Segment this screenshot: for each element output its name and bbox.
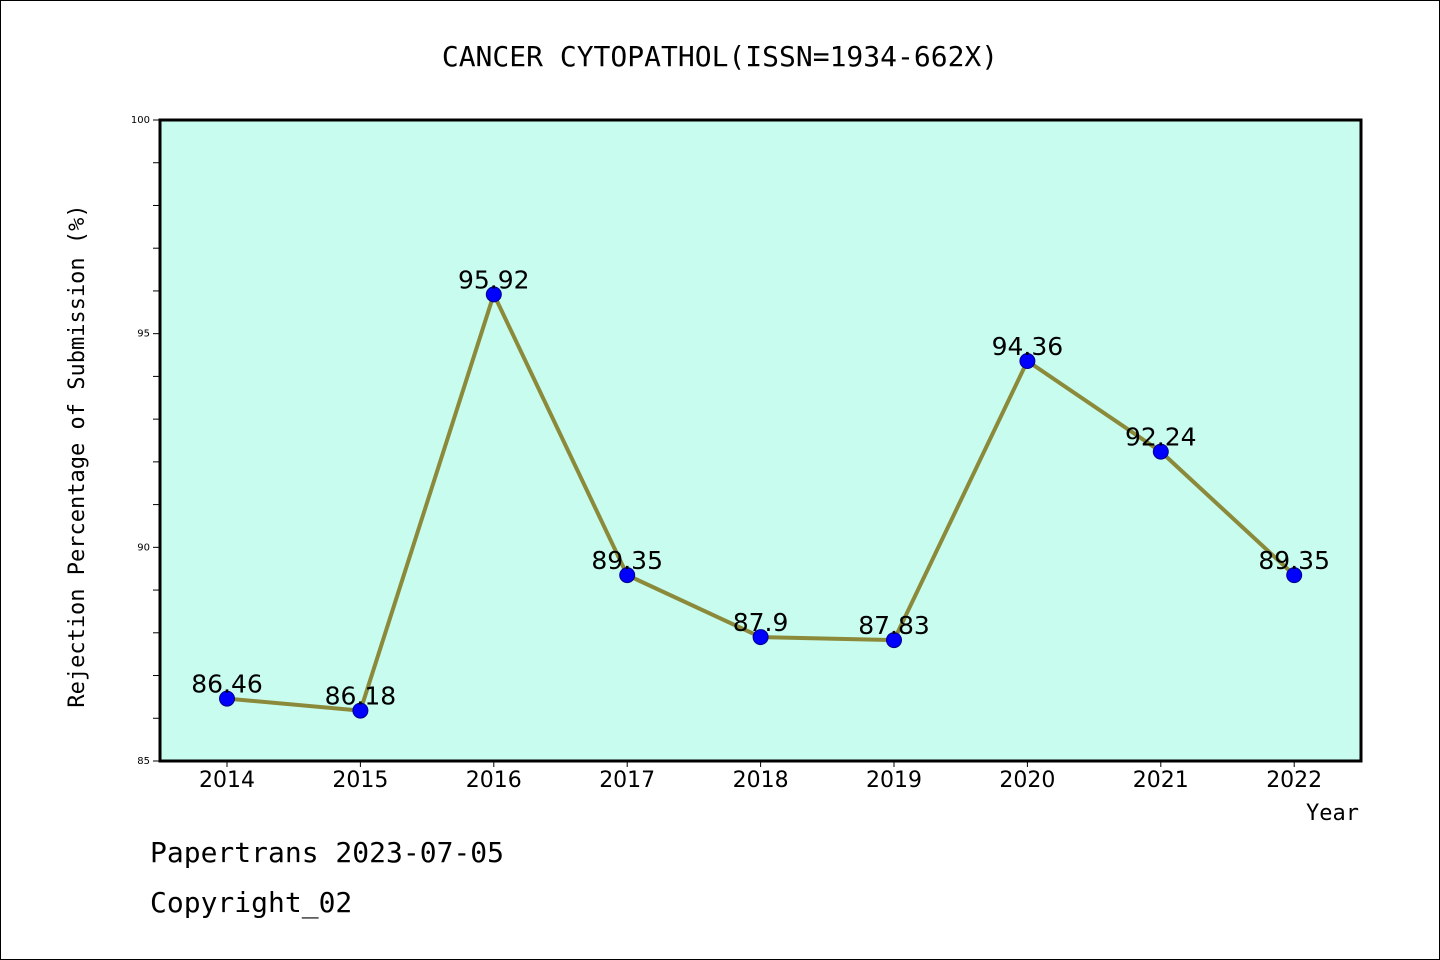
y-tick-label: 90 [137, 542, 150, 553]
y-axis-label: Rejection Percentage of Submission (%) [65, 204, 90, 707]
data-label: 95.92 [458, 265, 530, 294]
data-label: 87.83 [858, 611, 930, 640]
data-label: 89.35 [1258, 546, 1330, 575]
data-label: 87.9 [733, 608, 789, 637]
data-point [1152, 443, 1169, 460]
data-point [1019, 353, 1036, 370]
data-point [219, 690, 235, 707]
data-point [1286, 567, 1303, 584]
x-tick-label: 2015 [332, 768, 388, 793]
x-tick-label: 2018 [733, 768, 789, 793]
data-labels: 86.46 86.18 95.92 89.35 87.9 87.83 94.36 92.24 8… [191, 265, 1330, 710]
y-axis: 85 90 95 100 [131, 115, 160, 767]
data-point [752, 629, 769, 646]
data-label: 86.46 [191, 670, 263, 699]
x-tick-label: 2022 [1266, 768, 1322, 793]
data-point [485, 286, 502, 303]
y-tick-label: 85 [137, 756, 150, 767]
data-point [886, 632, 902, 649]
data-label: 89.35 [591, 546, 663, 575]
chart-title: CANCER CYTOPATHOL(ISSN=1934-662X) [442, 40, 998, 73]
data-label: 86.18 [325, 682, 397, 711]
x-tick-label: 2019 [866, 768, 922, 793]
y-tick-label: 95 [137, 329, 150, 340]
x-axis: 2014 2015 2016 2017 2018 2019 2020 2021 2022 [199, 761, 1322, 793]
x-tick-label: 2014 [199, 768, 255, 793]
data-label: 94.36 [992, 332, 1064, 361]
x-tick-label: 2016 [466, 768, 522, 793]
data-point [352, 702, 369, 719]
data-point [619, 567, 636, 584]
x-tick-label: 2020 [999, 768, 1055, 793]
y-tick-label: 100 [131, 115, 150, 126]
plot-area [158, 118, 1363, 763]
data-label: 92.24 [1125, 423, 1197, 452]
x-axis-label: Year [1306, 801, 1359, 826]
footer-source: Papertrans 2023-07-05 [150, 836, 505, 869]
x-tick-label: 2021 [1133, 768, 1189, 793]
footer-copyright: Copyright_02 [150, 886, 353, 919]
series-markers [219, 286, 1303, 719]
x-tick-label: 2017 [599, 768, 655, 793]
